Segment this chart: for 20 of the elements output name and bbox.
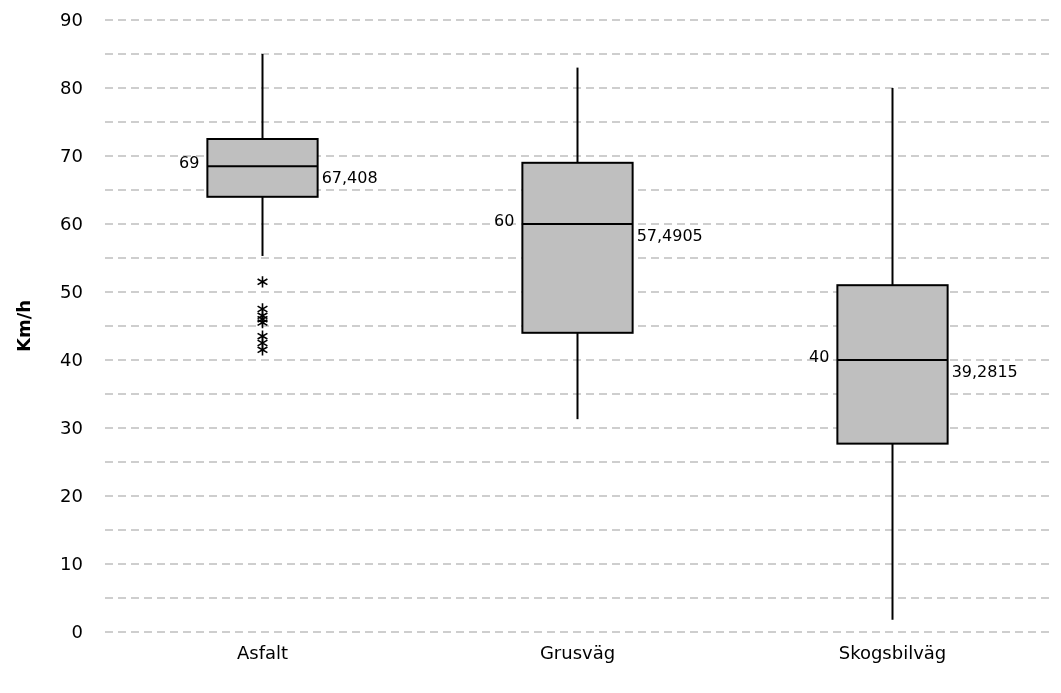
y-tick-label: 50: [60, 281, 83, 303]
annotation: 57,4905: [636, 225, 703, 245]
y-tick-label: 70: [60, 145, 83, 167]
y-tick-label: 10: [60, 553, 83, 575]
y-tick-label: 90: [60, 9, 83, 31]
y-axis-title: Km/h: [13, 299, 34, 353]
annotation: 60: [494, 210, 515, 230]
annotation: 40: [809, 346, 830, 366]
annotation: 39,2815: [951, 361, 1018, 381]
y-tick-label: 60: [60, 213, 83, 235]
y-tick-label: 20: [60, 485, 83, 507]
annotation: 67,408: [321, 168, 378, 187]
x-tick-label: Asfalt: [236, 641, 289, 663]
annotation: 69: [179, 152, 200, 172]
y-tick-label: 30: [60, 417, 83, 439]
y-tick-label: 40: [60, 349, 83, 371]
x-tick-label: Grusväg: [539, 641, 616, 663]
y-tick-label: 0: [71, 621, 83, 643]
y-tick-label: 80: [60, 77, 83, 99]
x-tick-label: Skogsbilväg: [838, 641, 947, 663]
